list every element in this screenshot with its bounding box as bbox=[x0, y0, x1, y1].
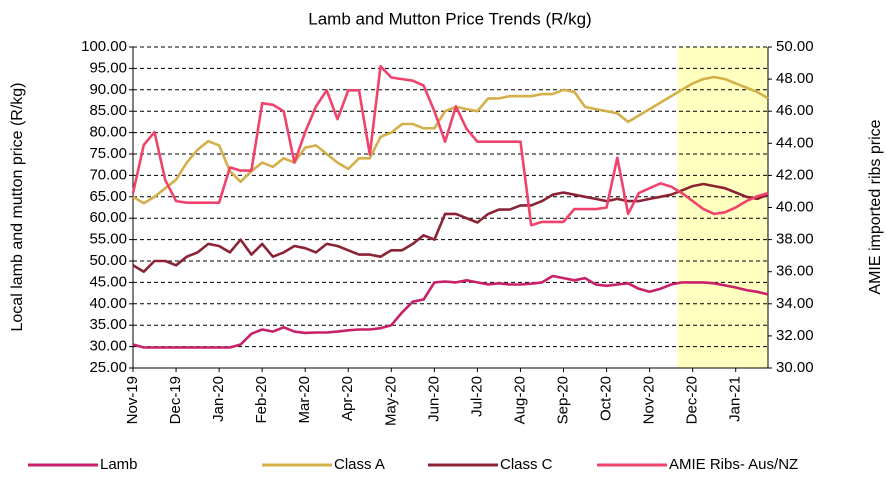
x-tick-label: Feb-20 bbox=[253, 376, 270, 424]
y2-tick-label: 46.00 bbox=[776, 102, 814, 119]
x-tick-label: Apr-20 bbox=[339, 376, 356, 421]
x-tick-label: Jan-20 bbox=[210, 376, 227, 422]
x-tick-label: Jun-20 bbox=[425, 376, 442, 422]
y2-tick-label: 48.00 bbox=[776, 70, 814, 87]
y-axis-title: Local lamb and mutton price (R/kg) bbox=[9, 83, 26, 332]
x-tick-label: Oct-20 bbox=[598, 376, 615, 421]
y-tick-label: 50.00 bbox=[89, 252, 127, 269]
y2-tick-label: 30.00 bbox=[776, 359, 814, 376]
y-tick-label: 100.00 bbox=[81, 38, 127, 55]
y-tick-label: 90.00 bbox=[89, 81, 127, 98]
x-tick-label: Nov-19 bbox=[124, 376, 141, 424]
series-line bbox=[132, 75, 769, 205]
y-tick-label: 80.00 bbox=[89, 124, 127, 141]
legend-label: Class A bbox=[334, 456, 385, 473]
x-tick-label: Nov-20 bbox=[641, 376, 658, 424]
y-tick-label: 70.00 bbox=[89, 166, 127, 183]
y2-tick-label: 36.00 bbox=[776, 263, 814, 280]
y2-tick-label: 50.00 bbox=[776, 38, 814, 55]
x-tick-label: Jan-21 bbox=[727, 376, 744, 422]
x-tick-label: Dec-19 bbox=[167, 376, 184, 424]
x-tick-label: Dec-20 bbox=[684, 376, 701, 424]
x-tick-label: Mar-20 bbox=[296, 376, 313, 424]
x-tick-label: Sep-20 bbox=[554, 376, 571, 424]
y-tick-label: 25.00 bbox=[89, 359, 127, 376]
series-line bbox=[131, 65, 769, 227]
y2-tick-label: 32.00 bbox=[776, 327, 814, 344]
series-line bbox=[132, 182, 769, 273]
y-tick-label: 35.00 bbox=[89, 316, 127, 333]
shaded-region bbox=[677, 47, 768, 368]
legend-label: Lamb bbox=[100, 456, 138, 473]
y2-tick-label: 44.00 bbox=[776, 134, 814, 151]
y2-tick-label: 38.00 bbox=[776, 231, 814, 248]
x-tick-label: Aug-20 bbox=[511, 376, 528, 424]
chart-title: Lamb and Mutton Price Trends (R/kg) bbox=[308, 9, 591, 28]
x-tick-label: May-20 bbox=[382, 376, 399, 426]
series-line bbox=[132, 274, 769, 349]
y-tick-label: 40.00 bbox=[89, 295, 127, 312]
y-tick-label: 55.00 bbox=[89, 231, 127, 248]
y-tick-label: 60.00 bbox=[89, 209, 127, 226]
y-tick-label: 65.00 bbox=[89, 188, 127, 205]
y2-tick-label: 42.00 bbox=[776, 166, 814, 183]
y-tick-label: 95.00 bbox=[89, 59, 127, 76]
y-tick-label: 85.00 bbox=[89, 102, 127, 119]
x-tick-label: Jul-20 bbox=[468, 376, 485, 417]
y2-axis-title: AMIE imported ribs price bbox=[867, 119, 884, 294]
y2-tick-label: 40.00 bbox=[776, 198, 814, 215]
y-tick-label: 75.00 bbox=[89, 145, 127, 162]
y-tick-label: 30.00 bbox=[89, 338, 127, 355]
legend-label: AMIE Ribs- Aus/NZ bbox=[669, 456, 798, 473]
y-tick-label: 45.00 bbox=[89, 273, 127, 290]
legend-label: Class C bbox=[500, 456, 553, 473]
y2-tick-label: 34.00 bbox=[776, 295, 814, 312]
